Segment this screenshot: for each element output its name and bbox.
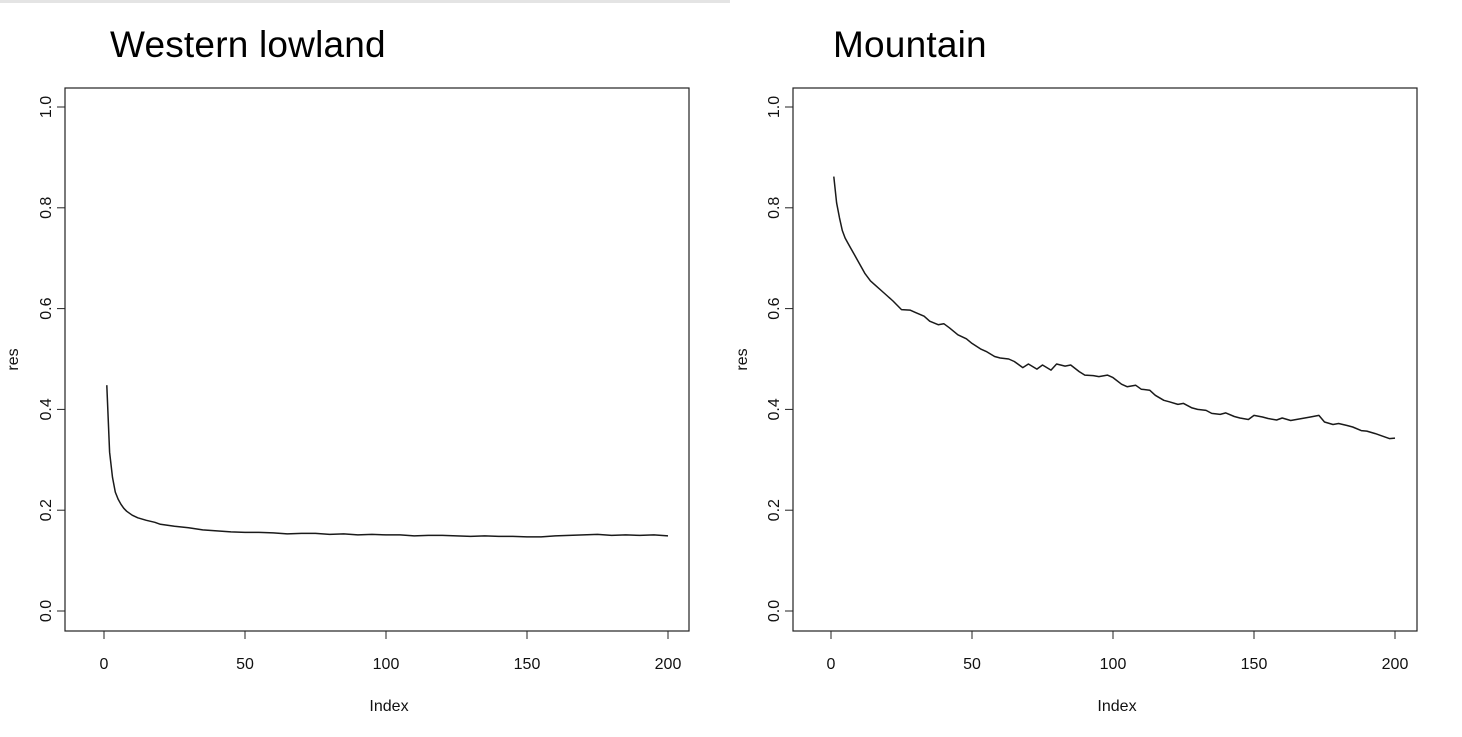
plot-frame (64, 87, 690, 632)
top-divider (0, 0, 730, 3)
y-tick-label: 0.0 (766, 600, 783, 622)
series-line (833, 176, 1396, 440)
x-tick-label: 0 (100, 656, 109, 673)
y-tick-label: 1.0 (38, 96, 55, 118)
plot-frame (792, 87, 1418, 632)
chart-title-western-lowland: Western lowland (110, 24, 386, 65)
y-tick-label: 0.8 (766, 197, 783, 219)
x-tick-label: 150 (1241, 656, 1268, 673)
x-tick-label: 100 (1100, 656, 1127, 673)
chart-title-mountain: Mountain (833, 24, 987, 65)
y-tick-label: 0.2 (766, 499, 783, 521)
x-tick-label: 50 (963, 656, 981, 673)
y-tick-label: 0.0 (38, 600, 55, 622)
x-axis-label: Index (369, 698, 408, 715)
x-tick-label: 200 (655, 656, 682, 673)
x-axis-label: Index (1097, 698, 1136, 715)
mountain-chart: 0 50 100 150 200 0.0 0.2 0.4 0.6 0.8 1.0 Index res (734, 87, 1418, 715)
x-tick-label: 0 (827, 656, 836, 673)
y-tick-label: 0.6 (766, 297, 783, 319)
x-tick-label: 200 (1382, 656, 1409, 673)
x-tick-label: 100 (373, 656, 400, 673)
y-tick-label: 0.4 (38, 398, 55, 420)
y-axis-label: res (734, 348, 751, 370)
y-tick-label: 0.4 (766, 398, 783, 420)
x-tick-label: 50 (236, 656, 254, 673)
y-tick-label: 0.8 (38, 197, 55, 219)
western-lowland-chart: 0 50 100 150 200 0.0 0.2 0.4 0.6 0.8 1.0 Index res (5, 87, 690, 715)
y-axis-label: res (5, 348, 22, 370)
x-tick-label: 150 (514, 656, 541, 673)
y-tick-label: 0.6 (38, 297, 55, 319)
y-tick-label: 0.2 (38, 499, 55, 521)
series-line (106, 385, 669, 538)
y-tick-label: 1.0 (766, 96, 783, 118)
